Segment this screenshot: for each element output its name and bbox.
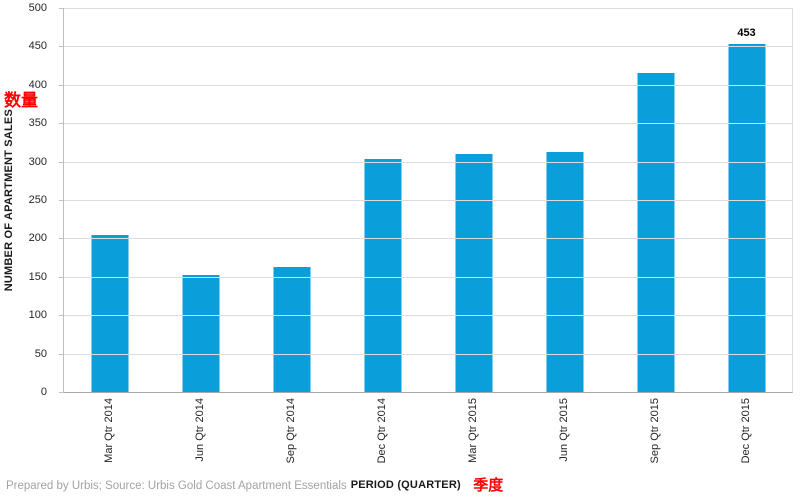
bar-cell	[519, 8, 610, 392]
gridline-400	[64, 84, 792, 86]
x-axis-title-chinese: 季度	[473, 477, 504, 494]
y-tick-label-350: 350	[28, 117, 47, 130]
y-tick-label-100: 100	[28, 309, 47, 322]
bar-sep-qtr-2015	[637, 73, 674, 392]
x-tick-label-sep-qtr-2014: Sep Qtr 2014	[284, 398, 297, 464]
bar-cell	[337, 8, 428, 392]
y-tick-label-500: 500	[28, 2, 47, 14]
x-label-cell: Mar Qtr 2014	[63, 398, 154, 468]
x-tick-label-sep-qtr-2015: Sep Qtr 2015	[648, 398, 661, 464]
x-axis-title-row: PERIOD (QUARTER) 季度	[63, 474, 791, 495]
y-tick-450	[59, 46, 64, 48]
source-attribution: Prepared by Urbis; Source: Urbis Gold Co…	[6, 480, 347, 492]
x-label-cell: Jun Qtr 2015	[518, 398, 609, 468]
bar-cell	[246, 8, 337, 392]
bar-cell	[428, 8, 519, 392]
bar-jun-qtr-2015	[546, 151, 583, 392]
y-tick-50	[59, 353, 64, 355]
gridline-150	[64, 276, 792, 278]
x-label-cell: Mar Qtr 2015	[427, 398, 518, 468]
bar-cell	[64, 8, 155, 392]
y-tick-100	[59, 315, 64, 317]
gridline-500	[64, 8, 792, 9]
y-tick-label-0: 0	[40, 386, 47, 398]
gridline-300	[64, 161, 792, 163]
y-tick-label-450: 450	[28, 40, 47, 53]
x-tick-label-mar-qtr-2014: Mar Qtr 2014	[102, 398, 115, 463]
bar-dec-qtr-2015	[728, 44, 765, 392]
x-tick-label-jun-qtr-2014: Jun Qtr 2014	[193, 398, 206, 462]
gridline-250	[64, 200, 792, 201]
y-tick-250	[59, 200, 64, 201]
bar-mar-qtr-2015	[455, 153, 492, 392]
bar-mar-qtr-2014	[91, 235, 128, 392]
bar-cell	[155, 8, 246, 392]
y-tick-label-250: 250	[28, 194, 47, 206]
plot-area: 453	[59, 8, 793, 393]
y-tick-label-150: 150	[28, 270, 47, 283]
y-tick-200	[59, 238, 64, 240]
bar-sep-qtr-2014	[273, 266, 310, 392]
bar-value-label: 453	[737, 27, 756, 40]
x-tick-label-dec-qtr-2015: Dec Qtr 2015	[739, 398, 752, 464]
y-tick-500	[59, 8, 64, 9]
x-tick-label-dec-qtr-2014: Dec Qtr 2014	[375, 398, 388, 464]
x-axis-tick-labels: Mar Qtr 2014 Jun Qtr 2014 Sep Qtr 2014 Dec …	[63, 398, 791, 468]
x-axis-title: PERIOD (QUARTER)	[350, 479, 461, 491]
x-tick-label-jun-qtr-2015: Jun Qtr 2015	[557, 398, 570, 462]
x-label-cell: Sep Qtr 2015	[609, 398, 700, 468]
bar-jun-qtr-2014	[182, 274, 219, 392]
y-tick-label-400: 400	[28, 78, 47, 91]
gridline-50	[64, 353, 792, 355]
y-axis-title-chinese: 数量	[4, 91, 38, 110]
bars-container: 453	[64, 8, 792, 392]
y-tick-350	[59, 123, 64, 125]
x-label-cell: Dec Qtr 2015	[700, 398, 791, 468]
y-tick-400	[59, 84, 64, 86]
gridline-450	[64, 46, 792, 48]
y-tick-label-300: 300	[28, 155, 47, 168]
gridline-200	[64, 238, 792, 240]
y-tick-label-50: 50	[34, 347, 47, 360]
x-label-cell: Sep Qtr 2014	[245, 398, 336, 468]
x-label-cell: Dec Qtr 2014	[336, 398, 427, 468]
bar-cell: 453	[701, 8, 792, 392]
y-tick-label-200: 200	[28, 232, 47, 245]
gridline-350	[64, 123, 792, 125]
y-tick-300	[59, 161, 64, 163]
gridline-100	[64, 315, 792, 317]
x-label-cell: Jun Qtr 2014	[154, 398, 245, 468]
x-tick-label-mar-qtr-2015: Mar Qtr 2015	[466, 398, 479, 463]
bar-cell	[610, 8, 701, 392]
bar-dec-qtr-2014	[364, 159, 401, 392]
y-axis-tick-labels: 0 50 100 150 200 250 300 350 400 450 500	[0, 2, 55, 398]
y-tick-0	[59, 392, 64, 393]
y-tick-150	[59, 276, 64, 278]
